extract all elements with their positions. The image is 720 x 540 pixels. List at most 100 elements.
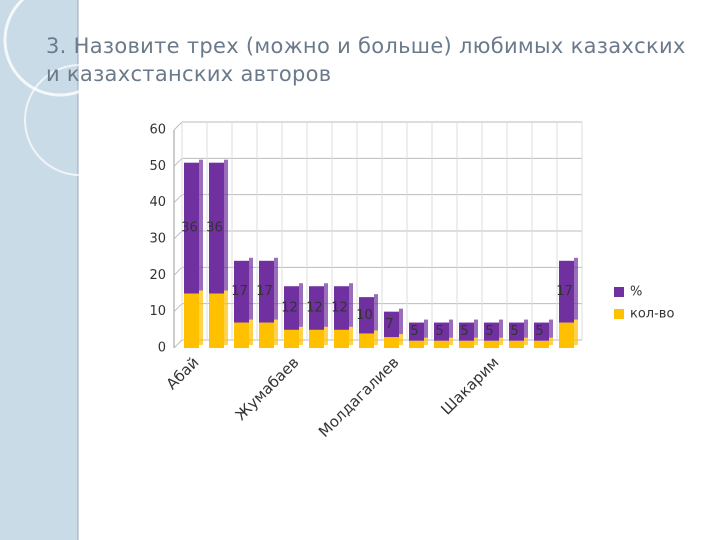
data-label: 12 [281,301,298,316]
bar-segment [359,333,374,348]
bar-side [224,159,228,291]
data-label: 17 [256,284,273,299]
legend-label: % [630,285,642,300]
bar-side [549,337,553,345]
bar-segment [334,286,349,330]
data-label: 5 [410,324,418,339]
grid-line [173,266,183,276]
bar-segment [559,322,574,348]
grid-line [173,230,183,240]
bar-segment [184,293,199,348]
bar-side [424,319,428,338]
y-tick-label: 0 [158,341,166,356]
legend-label: кол-во [630,307,674,322]
bar-side [524,319,528,338]
bar-side [324,283,328,327]
x-tick-label: Шакарим [437,353,502,418]
slide-title: 3. Назовите трех (можно и больше) любимы… [46,34,686,86]
bar-side [224,290,228,345]
bar-segment [559,260,574,323]
bar-side [199,159,203,291]
bar-segment [509,322,524,341]
bar-segment [434,322,449,341]
bar-side [374,330,378,345]
legend-swatch [614,287,624,297]
bar-segment [484,340,499,348]
bar-segment [484,322,499,341]
bar-segment [309,329,324,348]
data-label: 5 [510,324,518,339]
bar-side [399,308,403,335]
bar-segment [184,162,199,294]
grid-line [173,157,183,167]
data-label: 36 [206,221,223,236]
bar-segment [384,337,399,348]
bar-side [549,319,553,338]
legend-swatch [614,309,624,319]
data-label: 36 [181,221,198,236]
bar-segment [234,260,249,323]
data-label: 12 [331,301,348,316]
x-tick-label: Молдагалиев [315,353,403,441]
bar-side [574,319,578,345]
bar-segment [384,311,399,338]
y-tick-label: 60 [149,123,166,138]
bar-segment [259,322,274,348]
bar-side [574,257,578,320]
bar-segment [209,293,224,348]
decor-circle [3,0,117,97]
bar-side [349,283,353,327]
bar-segment [459,322,474,341]
bar-side [449,319,453,338]
bar-segment [409,322,424,341]
bar-segment [209,162,224,294]
bar-side [399,334,403,345]
bar-side [249,319,253,345]
bar-side [349,326,353,345]
bar-side [474,337,478,345]
bar-side [449,337,453,345]
bar-segment [409,340,424,348]
bar-side [299,326,303,345]
grid-line [173,121,183,131]
x-tick-label: Жумабаев [232,353,303,424]
grid-line [173,303,183,313]
bar-segment [334,329,349,348]
grid-line [173,194,183,204]
bar-segment [459,340,474,348]
data-label: 5 [485,324,493,339]
bar-segment [534,340,549,348]
bar-segment [509,340,524,348]
bar-segment [234,322,249,348]
bar-segment [434,340,449,348]
data-label: 10 [356,308,373,323]
bar-segment [359,297,374,334]
bar-segment [284,329,299,348]
data-label: 5 [535,324,543,339]
bar-side [474,319,478,338]
bar-side [324,326,328,345]
bar-segment [284,286,299,330]
data-label: 7 [385,317,393,332]
y-tick-label: 40 [149,195,166,210]
y-tick-label: 30 [149,232,166,247]
bar-side [499,319,503,338]
decor-circle [24,64,136,176]
bar-segment [259,260,274,323]
bar-side [274,319,278,345]
bar-side [499,337,503,345]
x-tick-label: Абай [163,353,203,393]
data-label: 5 [460,324,468,339]
bar-side [274,257,278,320]
data-label: 17 [556,284,573,299]
bar-side [249,257,253,320]
bar-segment [534,322,549,341]
bar-side [424,337,428,345]
data-label: 17 [231,284,248,299]
grid-line [173,339,183,349]
bar-side [299,283,303,327]
bar-side [374,294,378,331]
y-tick-label: 50 [149,159,166,174]
data-label: 12 [306,301,323,316]
